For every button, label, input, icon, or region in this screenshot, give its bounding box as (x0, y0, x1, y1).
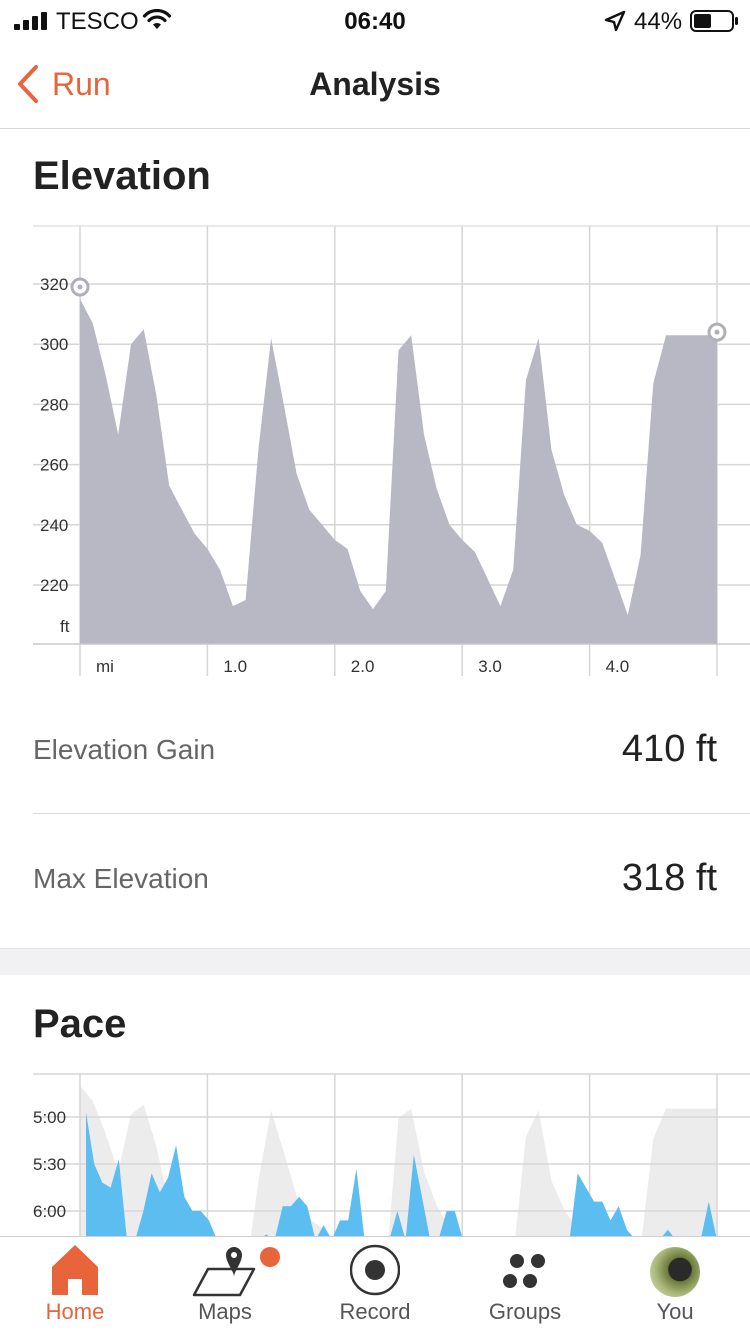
y-tick-label: 240 (40, 516, 68, 535)
y-axis-label: ft (60, 617, 70, 636)
back-button[interactable]: Run (16, 64, 111, 104)
battery-percentage: 44% (634, 8, 683, 35)
stat-divider (33, 813, 750, 814)
elevation-endpoint-marker-dot (714, 329, 720, 335)
home-icon (52, 1245, 98, 1295)
tab-record-label: Record (339, 1299, 411, 1324)
elevation-section-title: Elevation (33, 154, 211, 198)
max-elevation-value: 318 ft (621, 857, 717, 899)
elevation-area (80, 299, 717, 644)
tab-you-label: You (656, 1299, 694, 1324)
y-tick-label: 300 (40, 335, 68, 354)
tab-you[interactable]: You (600, 1237, 750, 1335)
elevation-endpoint-marker-dot (77, 284, 83, 290)
y-tick-label: 220 (40, 576, 68, 595)
page-title: Analysis (309, 66, 441, 102)
wifi-icon (142, 9, 172, 29)
status-bar: TESCO 06:40 44% (0, 0, 750, 40)
cellular-signal-icon (14, 12, 47, 30)
groups-icon (503, 1254, 545, 1288)
elevation-chart[interactable]: 320 300 280 260 240 220 ft mi 1.0 2.0 3.0 4.0 (0, 200, 750, 690)
tab-maps-label: Maps (198, 1299, 252, 1324)
x-tick-label: 1.0 (223, 657, 247, 676)
tab-home[interactable]: Home (0, 1237, 150, 1335)
x-tick-label: 2.0 (351, 657, 375, 676)
status-time: 06:40 (344, 8, 406, 35)
avatar (650, 1247, 700, 1297)
pace-section-title: Pace (33, 1002, 127, 1046)
tab-record[interactable]: Record (300, 1237, 450, 1335)
pace-chart[interactable]: 5:00 5:30 6:00 (0, 1060, 750, 1240)
record-icon (350, 1244, 400, 1296)
maps-icon (192, 1247, 256, 1297)
elevation-gain-label: Elevation Gain (33, 734, 216, 765)
tab-groups-label: Groups (488, 1299, 562, 1324)
chevron-left-icon (18, 65, 38, 103)
tab-maps[interactable]: Maps (150, 1237, 300, 1335)
x-tick-label: 3.0 (478, 657, 502, 676)
x-tick-label: 4.0 (606, 657, 630, 676)
y-tick-label: 260 (40, 456, 68, 475)
section-separator (0, 948, 750, 975)
y-tick-label: 5:00 (33, 1108, 66, 1127)
y-tick-label: 280 (40, 395, 68, 414)
tab-home-label: Home (45, 1299, 105, 1324)
x-axis-label: mi (96, 657, 114, 676)
y-tick-label: 6:00 (33, 1202, 66, 1221)
tab-groups[interactable]: Groups (450, 1237, 600, 1335)
navigation-bar: Run Analysis (0, 40, 750, 129)
elevation-silhouette (80, 1085, 717, 1240)
tab-bar: Home Maps Record Groups You (0, 1236, 750, 1335)
battery-icon (690, 10, 738, 32)
back-button-label: Run (52, 65, 111, 102)
y-tick-label: 5:30 (33, 1155, 66, 1174)
pace-area (86, 1112, 717, 1240)
elevation-gain-value: 410 ft (621, 728, 717, 770)
location-arrow-icon (604, 10, 626, 32)
elevation-gain-row: Elevation Gain 410 ft (33, 686, 717, 814)
carrier-name: TESCO (56, 8, 139, 35)
maps-notification-badge (260, 1247, 280, 1267)
max-elevation-row: Max Elevation 318 ft (33, 815, 717, 943)
max-elevation-label: Max Elevation (33, 863, 209, 894)
y-tick-label: 320 (40, 275, 68, 294)
